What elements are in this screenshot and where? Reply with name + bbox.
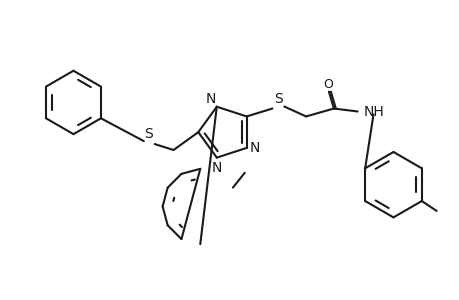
Text: N: N <box>205 92 215 106</box>
Text: O: O <box>322 78 332 91</box>
Text: N: N <box>249 141 259 155</box>
Text: N: N <box>211 160 222 175</box>
Text: S: S <box>274 92 282 106</box>
Text: S: S <box>144 127 153 141</box>
Text: NH: NH <box>363 106 384 119</box>
